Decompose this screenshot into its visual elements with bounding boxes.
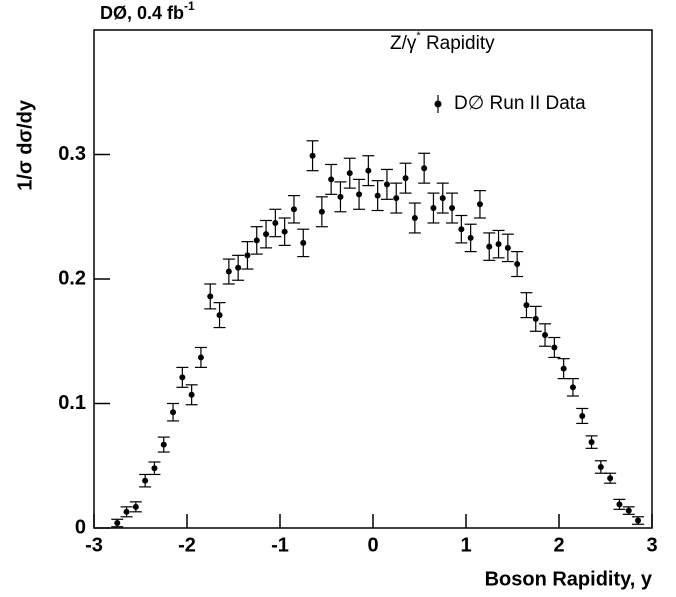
data-point bbox=[532, 315, 539, 322]
data-point bbox=[346, 170, 353, 177]
data-point bbox=[411, 214, 418, 221]
data-point bbox=[467, 234, 474, 241]
data-point bbox=[142, 477, 149, 484]
data-point bbox=[160, 441, 167, 448]
data-point bbox=[123, 508, 130, 515]
data-point bbox=[281, 228, 288, 235]
x-tick-label: -2 bbox=[178, 534, 196, 556]
data-point bbox=[421, 165, 428, 172]
data-point bbox=[272, 219, 279, 226]
data-point bbox=[235, 264, 242, 271]
legend-marker bbox=[434, 100, 442, 108]
data-point bbox=[244, 252, 251, 259]
data-point bbox=[356, 191, 363, 198]
legend-title: Z/γ* Rapidity bbox=[390, 30, 495, 54]
data-point bbox=[383, 181, 390, 188]
x-tick-label: 1 bbox=[460, 534, 471, 556]
data-point bbox=[476, 201, 483, 208]
x-tick-label: 0 bbox=[367, 534, 378, 556]
data-point bbox=[216, 312, 223, 319]
legend-label: D∅ Run II Data bbox=[454, 93, 586, 114]
data-point bbox=[597, 463, 604, 470]
data-point bbox=[523, 302, 530, 309]
x-tick-label: 3 bbox=[646, 534, 657, 556]
data-point bbox=[225, 268, 232, 275]
data-point bbox=[495, 241, 502, 248]
data-point bbox=[188, 391, 195, 398]
title-text: DØ, 0.4 fb bbox=[100, 3, 184, 23]
data-point bbox=[365, 167, 372, 174]
legend-title-text: Z/γ bbox=[390, 33, 417, 54]
data-point bbox=[328, 176, 335, 183]
data-point bbox=[542, 332, 549, 339]
x-tick-label: -1 bbox=[271, 534, 289, 556]
y-tick-label: 0.3 bbox=[58, 143, 86, 165]
data-point bbox=[337, 193, 344, 200]
legend-title-suffix: Rapidity bbox=[421, 33, 495, 54]
data-point bbox=[560, 365, 567, 372]
data-point bbox=[504, 244, 511, 251]
data-point bbox=[616, 501, 623, 508]
x-tick-label: 2 bbox=[553, 534, 564, 556]
data-point bbox=[607, 475, 614, 482]
data-point bbox=[486, 243, 493, 250]
x-axis-label: Boson Rapidity, y bbox=[485, 568, 653, 590]
data-point bbox=[458, 226, 465, 233]
x-tick-label: -3 bbox=[85, 534, 103, 556]
data-point bbox=[430, 205, 437, 212]
data-point bbox=[170, 409, 177, 416]
data-point bbox=[393, 195, 400, 202]
data-point bbox=[263, 231, 270, 238]
data-point bbox=[309, 152, 316, 159]
title-superscript: -1 bbox=[184, 0, 195, 13]
data-point bbox=[300, 239, 307, 246]
data-point bbox=[569, 384, 576, 391]
chart-title: DØ, 0.4 fb-1 bbox=[100, 0, 195, 23]
y-axis-label: 1/σ dσ/dy bbox=[14, 99, 36, 191]
data-point bbox=[290, 206, 297, 213]
data-point bbox=[132, 503, 139, 510]
data-point bbox=[551, 344, 558, 351]
data-point bbox=[449, 205, 456, 212]
data-point bbox=[439, 195, 446, 202]
data-point bbox=[207, 293, 214, 300]
data-point bbox=[318, 208, 325, 215]
data-point bbox=[588, 439, 595, 446]
y-tick-label: 0.2 bbox=[58, 267, 86, 289]
data-point bbox=[179, 374, 186, 381]
y-tick-label: 0.1 bbox=[58, 392, 86, 414]
data-point bbox=[514, 261, 521, 268]
data-point bbox=[635, 517, 642, 524]
y-tick-label: 0 bbox=[75, 516, 86, 538]
data-point bbox=[402, 175, 409, 182]
data-point bbox=[253, 237, 260, 244]
data-point bbox=[374, 192, 381, 199]
data-point bbox=[579, 412, 586, 419]
data-point bbox=[625, 507, 632, 514]
data-point bbox=[114, 520, 121, 527]
legend-title-superscript: * bbox=[416, 30, 421, 42]
data-point bbox=[197, 354, 204, 361]
data-point bbox=[151, 465, 158, 472]
